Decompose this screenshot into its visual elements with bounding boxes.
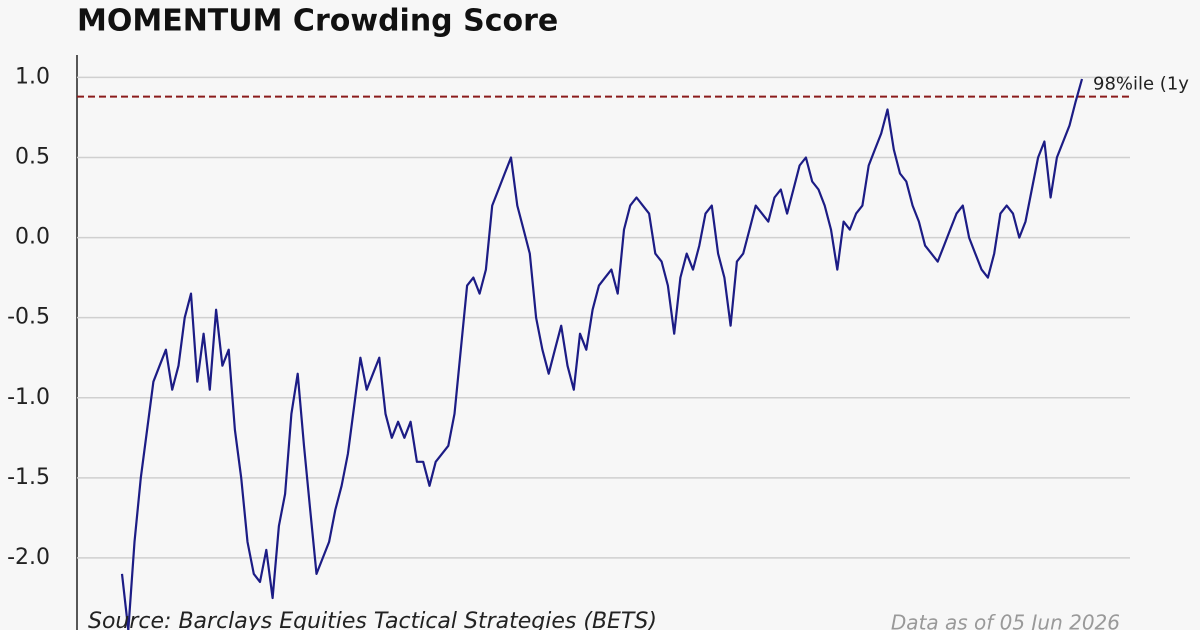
y-tick-label: -2.0	[7, 545, 50, 570]
date-note: Data as of 05 Jun 2026	[891, 611, 1120, 630]
y-tick-label: -1.5	[7, 465, 50, 490]
y-tick-label: -1.0	[7, 385, 50, 410]
y-tick-label: 0.0	[15, 225, 50, 250]
chart-title: MOMENTUM Crowding Score	[77, 4, 558, 39]
y-tick-label: -0.5	[7, 305, 50, 330]
source-note: Source: Barclays Equities Tactical Strat…	[88, 609, 657, 630]
y-tick-label: 0.5	[15, 145, 50, 170]
data-line	[120, 78, 1084, 630]
plot-area: 98%ile (1y	[77, 74, 1189, 630]
reference-label: 98%ile (1y	[1093, 74, 1189, 95]
y-tick-label: 1.0	[15, 64, 50, 89]
grid: 1.0 0.5 0.0 -0.5 -1.0 -1.5 -2.0	[7, 64, 1130, 570]
